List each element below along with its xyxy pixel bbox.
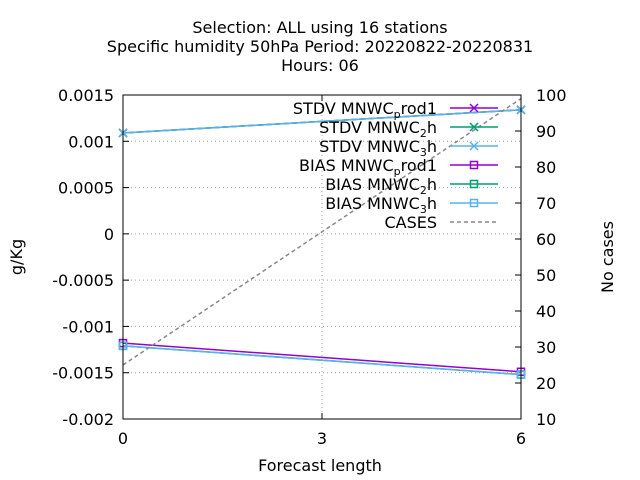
y-axis: -0.002 -0.0015 -0.001 -0.0005 0 0.0005 0.001 0.… — [52, 86, 129, 429]
y-tick-label: 0.0015 — [58, 86, 114, 105]
y-tick-label: 0.001 — [68, 132, 114, 151]
legend-item: BIAS MNWC3h — [325, 194, 498, 216]
y2-tick-label: 50 — [536, 266, 556, 285]
legend-label: CASES — [384, 213, 437, 232]
y2-tick-label: 10 — [536, 410, 556, 429]
legend-marker — [469, 198, 479, 208]
y2-tick-label: 90 — [536, 122, 556, 141]
series-line — [122, 342, 522, 373]
series-line — [122, 109, 522, 134]
legend-item: BIAS MNWCprod1 — [299, 156, 498, 178]
y-tick-label: 0.0005 — [58, 179, 114, 198]
y-tick-label: 0 — [104, 225, 114, 244]
title-line-3: Hours: 06 — [281, 56, 359, 75]
legend-marker — [469, 141, 479, 151]
y2-tick-label: 20 — [536, 374, 556, 393]
legend-label: BIAS MNWCprod1 — [299, 156, 437, 178]
y-axis-label: g/Kg — [7, 239, 26, 275]
legend-marker — [469, 122, 479, 132]
legend-item: BIAS MNWC2h — [325, 175, 498, 197]
legend-label: BIAS MNWC2h — [325, 175, 437, 197]
y-tick-label: -0.0015 — [52, 364, 114, 383]
y2-tick-label: 100 — [536, 86, 567, 105]
y-tick-label: -0.002 — [62, 410, 114, 429]
x-axis: 0 3 6 — [118, 95, 526, 448]
y2-tick-label: 40 — [536, 302, 556, 321]
x-tick-label: 6 — [516, 429, 526, 448]
x-tick-label: 3 — [317, 429, 327, 448]
y2-axis-label: No cases — [598, 221, 617, 293]
legend-item: STDV MNWC2h — [319, 118, 498, 140]
y2-axis: 10 20 30 40 50 60 70 80 90 100 — [515, 86, 567, 429]
legend-label: BIAS MNWC3h — [325, 194, 437, 216]
legend-marker — [469, 179, 479, 189]
y2-tick-label: 70 — [536, 194, 556, 213]
y2-tick-label: 30 — [536, 338, 556, 357]
title-line-1: Selection: ALL using 16 stations — [192, 18, 447, 37]
series-line — [122, 345, 522, 376]
legend-label: STDV MNWCprod1 — [293, 99, 437, 121]
y-tick-label: -0.0005 — [52, 271, 114, 290]
legend-item: STDV MNWC3h — [319, 137, 498, 159]
legend-marker — [469, 160, 479, 170]
x-axis-label: Forecast length — [258, 456, 382, 475]
series-line — [122, 97, 522, 366]
series-6 — [122, 97, 522, 366]
legend-item: CASES — [384, 213, 498, 232]
y2-tick-label: 60 — [536, 230, 556, 249]
legend-item: STDV MNWCprod1 — [293, 99, 498, 121]
title-line-2: Specific humidity 50hPa Period: 20220822… — [107, 37, 533, 56]
x-tick-label: 0 — [118, 429, 128, 448]
y2-tick-label: 80 — [536, 158, 556, 177]
chart-title: Selection: ALL using 16 stations Specifi… — [107, 18, 533, 75]
legend-label: STDV MNWC3h — [319, 137, 437, 159]
y-tick-label: -0.001 — [62, 317, 114, 336]
legend-label: STDV MNWC2h — [319, 118, 437, 140]
legend-marker — [469, 103, 479, 113]
